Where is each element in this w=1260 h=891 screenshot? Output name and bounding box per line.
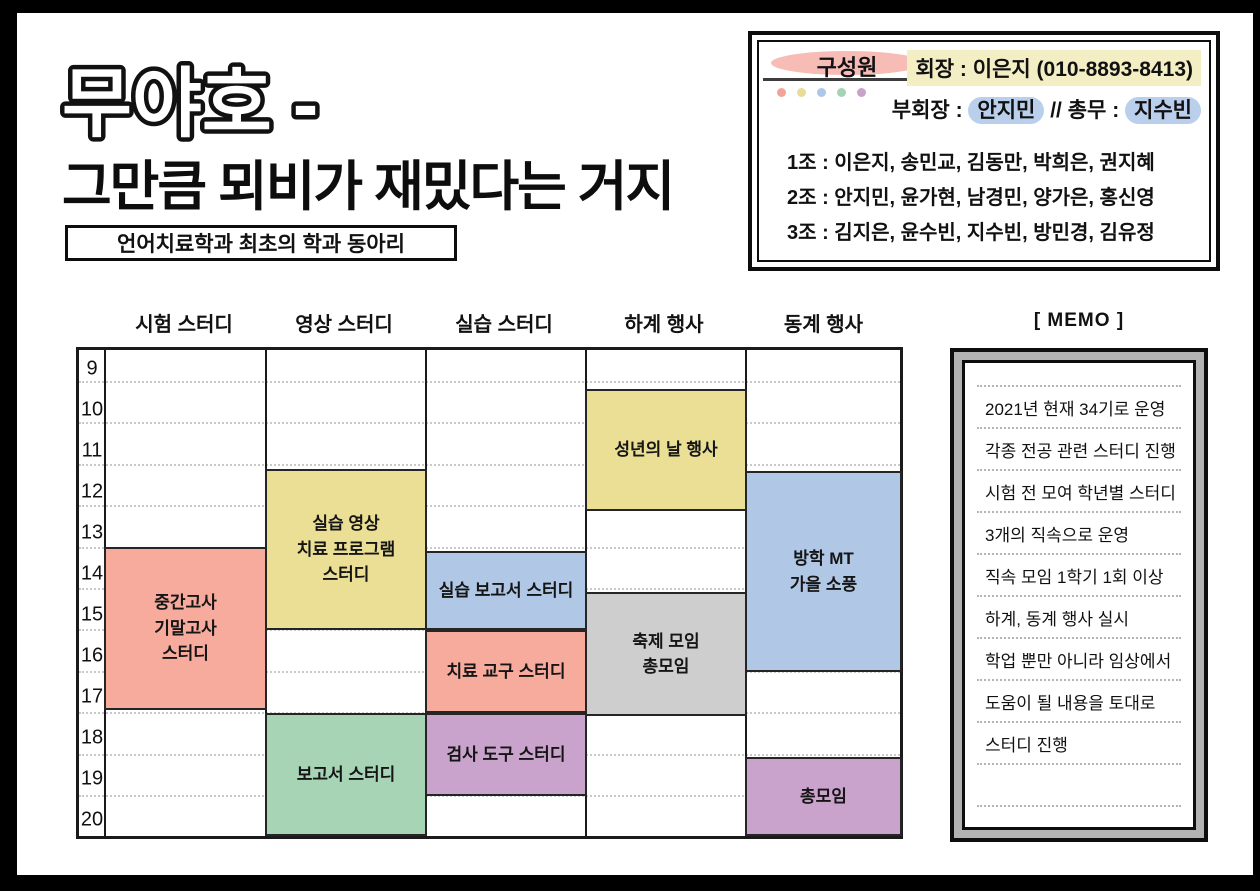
club-title-line1: 무야호 -	[62, 62, 318, 147]
memo-row: 시험 전 모여 학년별 스터디	[977, 471, 1181, 513]
member-dot	[777, 88, 786, 97]
member-dot	[857, 88, 866, 97]
poster-frame-top	[0, 0, 1260, 13]
timetable-column-header: 영상 스터디	[295, 314, 393, 336]
vice-prefix: 부회장 :	[891, 99, 969, 122]
members-heading-underline	[763, 78, 915, 81]
hour-label: 15	[80, 603, 104, 626]
memo-row: 직속 모임 1학기 1회 이상	[977, 555, 1181, 597]
schedule-block: 검사 도구 스터디	[425, 713, 587, 796]
club-subtitle: 언어치료학과 최초의 학과 동아리	[117, 233, 405, 256]
half-hour-dotted-line	[79, 381, 900, 383]
vice-president-line: 부회장 : 안지민 // 총무 : 지수빈	[892, 94, 1201, 124]
memo-row: 도움이 될 내용을 토대로	[977, 681, 1181, 723]
timetable-column-header: 하계 행사	[624, 314, 704, 336]
memo-heading: [ MEMO ]	[1033, 310, 1125, 331]
treasurer-name-highlight: 지수빈	[1125, 97, 1201, 124]
timetable-column-header: 실습 스터디	[455, 314, 553, 336]
schedule-block: 실습 영상 치료 프로그램 스터디	[265, 469, 427, 630]
timetable-column-header: 시험 스터디	[135, 314, 233, 336]
memo-row: 학업 뿐만 아니라 임상에서	[977, 639, 1181, 681]
hour-label: 13	[80, 521, 104, 544]
schedule-block: 성년의 날 행사	[585, 389, 747, 511]
poster-frame-bottom	[0, 875, 1260, 891]
members-panel: 구성원 회장 : 이은지 (010-8893-8413) 부회장 : 안지민 /…	[748, 31, 1220, 271]
memo-row	[977, 807, 1181, 827]
memo-row: 각종 전공 관련 스터디 진행	[977, 429, 1181, 471]
schedule-block: 방학 MT 가을 소풍	[745, 471, 902, 672]
hour-label: 14	[80, 562, 104, 585]
schedule-block: 축제 모임 총모임	[585, 592, 747, 716]
group-line: 1조 : 이은지, 송민교, 김동만, 박희은, 권지혜	[787, 152, 1155, 174]
timetable-grid: 9 10 11 12 13 14 15 16 17 18 19 20 중간고사 기말고사 스터디 실습 영…	[76, 347, 903, 839]
schedule-block: 중간고사 기말고사 스터디	[104, 547, 267, 710]
half-hour-dotted-line	[79, 422, 900, 424]
hour-label: 11	[81, 439, 103, 462]
hour-label: 20	[80, 808, 104, 831]
schedule-block: 보고서 스터디	[265, 713, 427, 836]
memo-row: 스터디 진행	[977, 723, 1181, 765]
member-groups: 1조 : 이은지, 송민교, 김동만, 박희은, 권지혜 2조 : 안지민, 윤…	[787, 146, 1155, 251]
club-title-line2: 그만큼 뫼비가 재밌다는 거지	[62, 157, 675, 217]
hour-label: 18	[80, 726, 104, 749]
hour-label: 12	[80, 480, 104, 503]
group-line: 3조 : 김지은, 윤수빈, 지수빈, 방민경, 김유정	[787, 222, 1155, 244]
half-hour-dotted-line	[79, 547, 900, 549]
memo-row: 3개의 직속으로 운영	[977, 513, 1181, 555]
vice-name-highlight: 안지민	[968, 97, 1045, 124]
vice-separator: // 총무 :	[1044, 99, 1126, 122]
memo-row: 2021년 현재 34기로 운영	[977, 387, 1181, 429]
poster-frame-right	[1253, 0, 1260, 891]
member-dot	[837, 88, 846, 97]
club-title-outline: 무야호 -	[58, 58, 323, 152]
schedule-block: 실습 보고서 스터디	[425, 551, 587, 630]
half-hour-dotted-line	[79, 795, 900, 797]
member-dot	[817, 88, 826, 97]
schedule-block: 치료 교구 스터디	[425, 630, 587, 713]
hour-label: 10	[80, 398, 104, 421]
memo-row	[977, 765, 1181, 807]
members-panel-inner: 구성원 회장 : 이은지 (010-8893-8413) 부회장 : 안지민 /…	[757, 40, 1211, 262]
memo-panel: 2021년 현재 34기로 운영 각종 전공 관련 스터디 진행 시험 전 모여 학…	[950, 348, 1208, 842]
member-dots-row	[777, 88, 866, 97]
memo-row	[977, 363, 1181, 387]
memo-panel-inner: 2021년 현재 34기로 운영 각종 전공 관련 스터디 진행 시험 전 모여 학…	[962, 360, 1196, 830]
members-heading-highlight	[771, 51, 923, 75]
memo-row: 하계, 동계 행사 실시	[977, 597, 1181, 639]
hour-label: 19	[80, 767, 104, 790]
half-hour-dotted-line	[79, 505, 900, 507]
poster-frame-left	[0, 0, 17, 891]
schedule-block: 총모임	[745, 757, 902, 836]
half-hour-dotted-line	[79, 464, 900, 466]
president-line: 회장 : 이은지 (010-8893-8413)	[907, 50, 1201, 86]
hour-label: 17	[80, 685, 104, 708]
hour-label: 16	[80, 644, 104, 667]
club-subtitle-box: 언어치료학과 최초의 학과 동아리	[65, 225, 457, 261]
hour-label: 9	[86, 357, 98, 380]
group-line: 2조 : 안지민, 윤가현, 남경민, 양가은, 홍신영	[787, 187, 1155, 209]
members-heading: 구성원	[816, 55, 878, 80]
member-dot	[797, 88, 806, 97]
timetable-column-header: 동계 행사	[783, 314, 864, 336]
